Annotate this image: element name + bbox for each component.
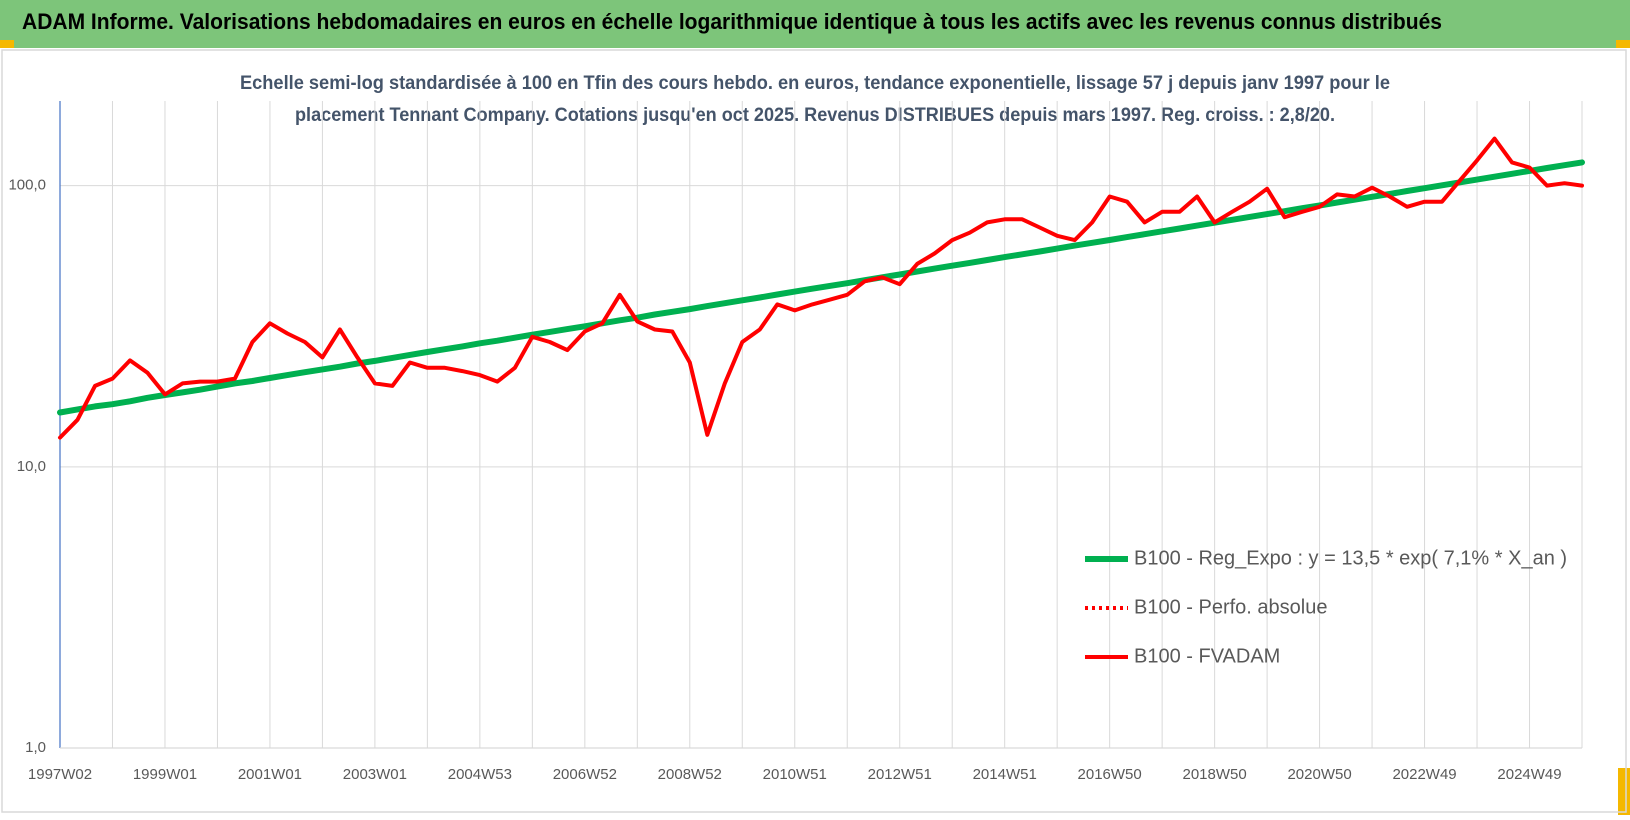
chart-subtitle: placement Tennant Company. Cotations jus… <box>295 105 1335 126</box>
x-tick-label: 2022W49 <box>1392 766 1456 783</box>
x-tick-label: 2018W50 <box>1183 766 1247 783</box>
corner-mark <box>1616 40 1630 48</box>
y-tick-label: 100,0 <box>8 177 46 194</box>
x-tick-label: 2003W01 <box>343 766 407 783</box>
corner-mark <box>1618 768 1630 815</box>
legend-label: B100 - Perfo. absolue <box>1134 596 1327 618</box>
x-tick-label: 2016W50 <box>1078 766 1142 783</box>
x-tick-label: 2020W50 <box>1287 766 1351 783</box>
legend-label: B100 - FVADAM <box>1134 645 1280 667</box>
legend-label: B100 - Reg_Expo : y = 13,5 * exp( 7,1% *… <box>1134 547 1567 569</box>
x-tick-label: 1999W01 <box>133 766 197 783</box>
chart-frame <box>1 49 1627 813</box>
plot-area: 1,0 10,0 100,0 1997W02 1999W01 2001W01 2003W01… <box>8 101 1585 783</box>
y-tick-label: 10,0 <box>17 458 46 475</box>
series-line <box>57 159 1585 416</box>
x-tick-label: 1997W02 <box>28 766 92 783</box>
header-bar <box>0 0 1630 48</box>
x-tick-label: 2014W51 <box>973 766 1037 783</box>
x-tick-label: 2006W52 <box>553 766 617 783</box>
corner-mark <box>0 40 14 48</box>
series-line <box>58 136 1584 440</box>
chart-subtitle: Echelle semi-log standardisée à 100 en T… <box>240 73 1390 94</box>
x-tick-label: 2001W01 <box>238 766 302 783</box>
x-tick-label: 2024W49 <box>1497 766 1561 783</box>
x-tick-label: 2012W51 <box>868 766 932 783</box>
y-tick-label: 1,0 <box>25 739 46 756</box>
x-tick-label: 2008W52 <box>658 766 722 783</box>
x-tick-label: 2004W53 <box>448 766 512 783</box>
x-tick-label: 2010W51 <box>763 766 827 783</box>
header-title: ADAM Informe. Valorisations hebdomadaire… <box>22 9 1442 34</box>
